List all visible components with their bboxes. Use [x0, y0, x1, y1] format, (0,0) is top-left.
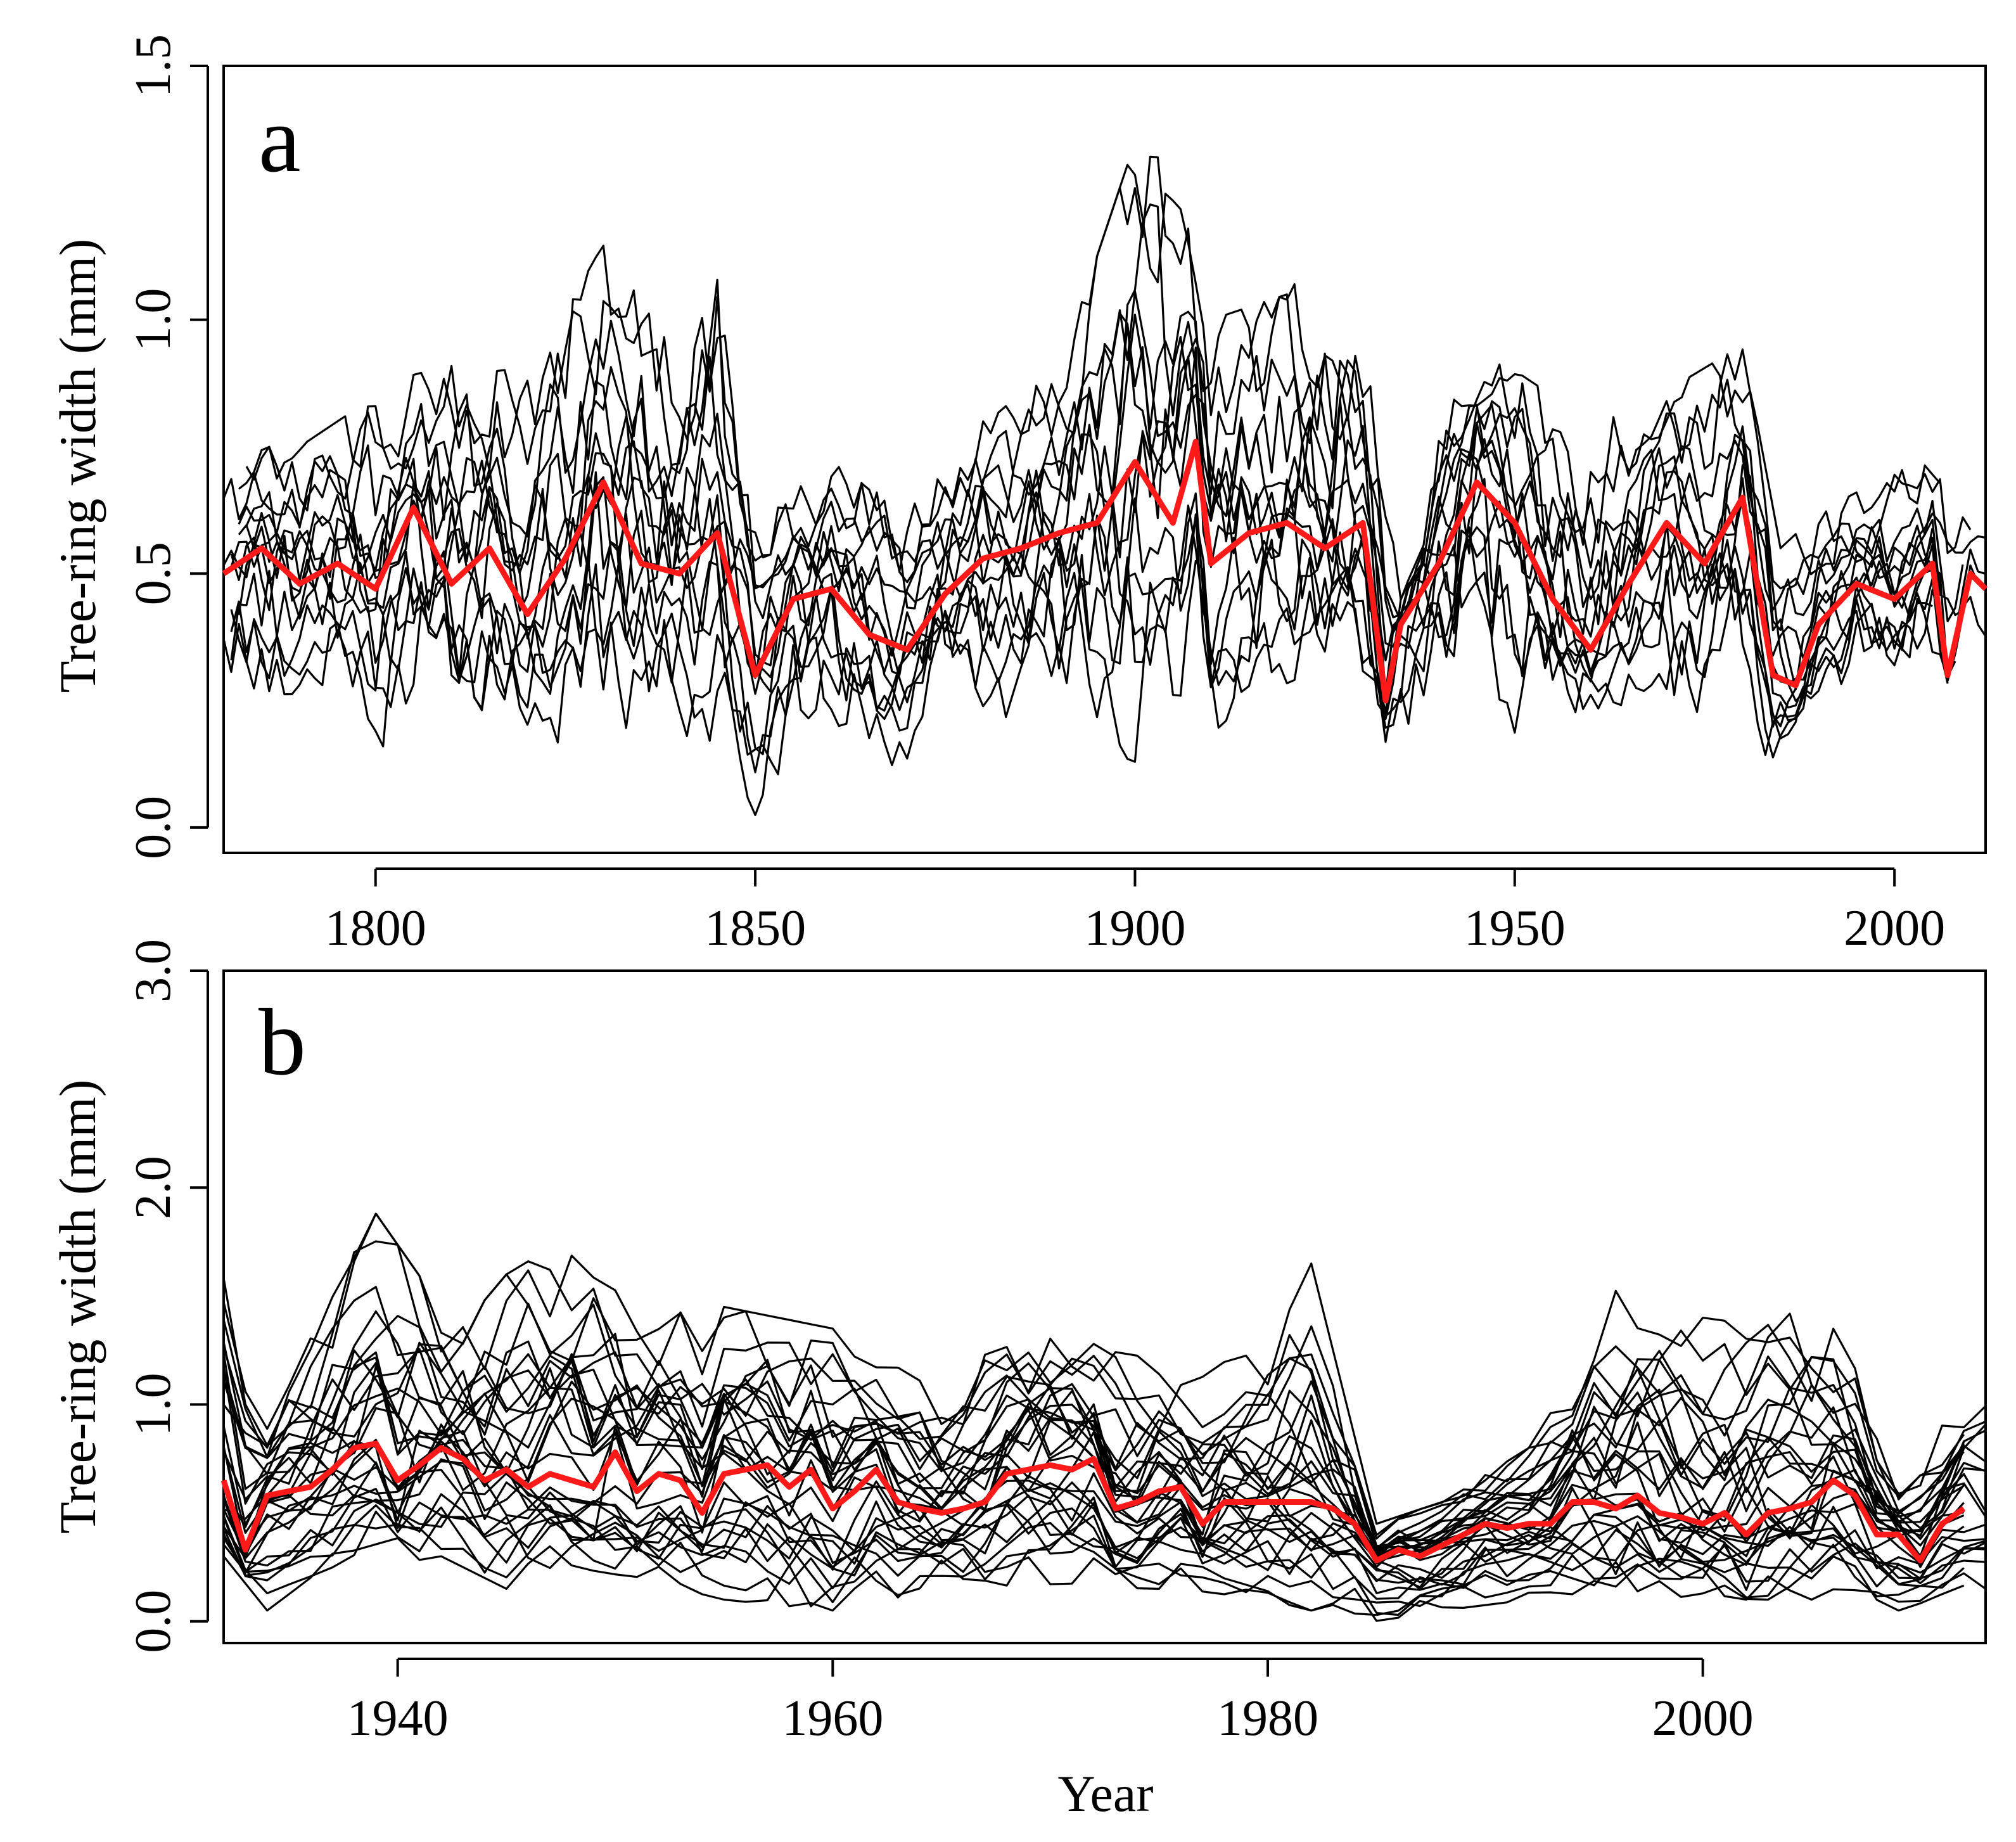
panel-b-series-line: [222, 1286, 1965, 1553]
panel-b-y-tick-label: 2.0: [125, 1156, 181, 1219]
panel-a-axes: 1800 1850 1900 1950 2000 0.0 0.5 1.0 1.5: [125, 34, 1945, 956]
panel-b-series-line: [222, 1351, 1987, 1559]
panel-b-y-tick-label: 0.0: [125, 1590, 181, 1653]
panel-b-x-tick-label: 1960: [782, 1691, 883, 1746]
panel-b-x-tick-label: 1940: [347, 1691, 449, 1746]
panel-b-series-line: [222, 1496, 1965, 1616]
panel-a-y-tick-label: 0.0: [125, 796, 181, 859]
panel-a-x-tick-label: 1950: [1464, 900, 1566, 956]
panel-b-x-tick-label: 1980: [1217, 1691, 1318, 1746]
panel-b-series-line: [222, 1310, 1986, 1556]
panel-b-series-line: [222, 1212, 1965, 1540]
panel-b-series-line: [222, 1493, 1965, 1600]
panel-a-frame: [222, 65, 1987, 854]
panel-a-x-tick-label: 1850: [705, 900, 806, 956]
panel-a-series-line: [230, 478, 1956, 774]
panel-b-letter: b: [258, 990, 306, 1095]
panel-a-individual-series: [222, 155, 1987, 816]
panel-a-x-tick-label: 1800: [325, 900, 426, 956]
panel-a-x-tick-label: 2000: [1844, 900, 1945, 956]
panel-b: 1940 1960 1980 2000 0.0 1.0 2.0 3.0 b Tree-ring…: [49, 939, 1987, 1822]
panel-b-series-line: [222, 1302, 1986, 1547]
panel-a-mean-series: [222, 438, 1988, 704]
panel-a-y-tick-label: 0.5: [125, 542, 181, 605]
panel-a-mean-line: [222, 438, 1988, 704]
panel-a-y-tick-label: 1.0: [125, 288, 181, 352]
panel-b-series-line: [222, 1315, 1965, 1554]
panel-a-series-line: [222, 526, 1933, 816]
panel-a: 1800 1850 1900 1950 2000 0.0 0.5 1.0 1.5 a Tree-…: [49, 34, 1988, 956]
panel-b-series-line: [222, 1386, 1964, 1591]
panel-a-series-line: [230, 355, 1986, 702]
panel-a-series-line: [230, 492, 1987, 776]
panel-b-axes: 1940 1960 1980 2000 0.0 1.0 2.0 3.0: [125, 939, 1754, 1746]
panel-b-series-line: [222, 1514, 1986, 1622]
panel-b-mean-series: [220, 1440, 1966, 1564]
panel-b-series-line: [222, 1442, 1986, 1585]
panel-b-frame: [222, 969, 1987, 1644]
panel-a-ylabel: Tree-ring width (mm): [49, 239, 106, 693]
panel-b-xlabel: Year: [1057, 1765, 1153, 1822]
panel-b-y-tick-label: 1.0: [125, 1373, 181, 1436]
panel-a-series-line: [245, 310, 1986, 695]
panel-b-series-line: [222, 1240, 1965, 1537]
panel-b-individual-series: [222, 1212, 1987, 1622]
panel-b-ylabel: Tree-ring width (mm): [49, 1080, 106, 1534]
panel-a-series-line: [238, 155, 1972, 618]
panel-b-series-line: [222, 1354, 1986, 1557]
panel-a-y-tick-label: 1.5: [125, 34, 181, 98]
panel-a-series-line: [222, 203, 1986, 634]
panel-b-y-tick-label: 3.0: [125, 939, 181, 1002]
panel-b-x-tick-label: 2000: [1652, 1691, 1754, 1746]
panel-b-mean-line: [220, 1440, 1966, 1564]
panel-a-series-line: [238, 471, 1949, 717]
panel-a-x-tick-label: 1900: [1084, 900, 1185, 956]
panel-b-series-line: [222, 1504, 1965, 1616]
panel-a-letter: a: [258, 87, 301, 192]
